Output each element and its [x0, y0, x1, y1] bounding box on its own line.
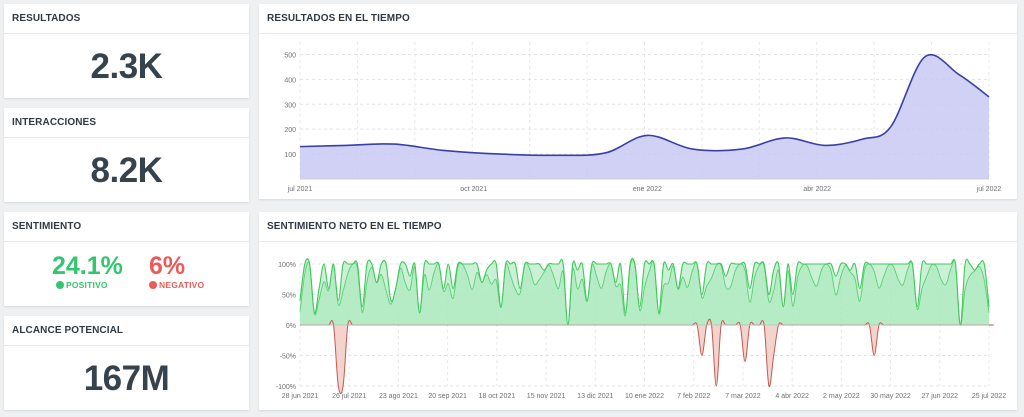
x-tick-label: jul 2022 [976, 186, 1002, 193]
x-tick-label: jul 2021 [287, 186, 313, 193]
x-tick-label: 10 ene 2022 [625, 393, 664, 400]
sentiment-negative-value: 6% [149, 252, 186, 280]
x-tick-label: 25 jul 2022 [972, 393, 1006, 400]
y-tick-label: 0% [286, 323, 296, 330]
x-tick-label: 2 may 2022 [823, 393, 860, 400]
sentiment-positive-text: POSITIVO [66, 280, 108, 290]
kpi-card-sentimiento: SENTIMIENTO 24.1% POSITIVO 6% NEGATIVO [4, 212, 249, 306]
y-tick-label: 100 [284, 152, 296, 159]
y-tick-label: 400 [284, 77, 296, 84]
y-tick-label: 300 [284, 102, 296, 109]
card-title: SENTIMIENTO [4, 212, 249, 242]
negative-area [300, 319, 994, 394]
y-tick-label: -100% [276, 384, 296, 391]
kpi-value-resultados: 2.3K [90, 47, 163, 86]
x-tick-label: 28 jun 2021 [282, 393, 319, 400]
kpi-card-alcance: ALCANCE POTENCIAL 167M [4, 316, 249, 410]
chart-card-sentimiento: SENTIMIENTO NETO EN EL TIEMPO 100% 50% 0% -… [259, 212, 1017, 410]
series-area [300, 54, 989, 179]
chart-title: SENTIMIENTO NETO EN EL TIEMPO [259, 212, 1017, 242]
chart-title: RESULTADOS EN EL TIEMPO [259, 4, 1017, 34]
x-tick-label: 23 ago 2021 [379, 393, 418, 400]
positive-line-layer [299, 259, 990, 326]
sentiment-negative-text: NEGATIVO [159, 280, 205, 290]
sentiment-positive-value: 24.1% [52, 252, 123, 280]
x-tick-label: oct 2021 [460, 186, 487, 193]
smile-face-icon [56, 281, 64, 289]
sentiment-positive-label: POSITIVO [56, 280, 108, 290]
kpi-value-alcance: 167M [83, 359, 170, 398]
y-tick-label: 500 [284, 52, 296, 59]
sentimiento-chart: 100% 50% 0% -50% -100% 28 jun 2021 26 jul 2021… [276, 257, 1006, 400]
kpi-value-interacciones: 8.2K [90, 151, 163, 190]
resultados-chart: 100 200 300 400 500 jul 2021 oct 2021 ene 2022 a… [284, 42, 1002, 193]
x-tick-label: 27 jun 2022 [921, 393, 958, 400]
card-title: INTERACCIONES [4, 108, 249, 138]
chart-card-resultados: RESULTADOS EN EL TIEMPO 100 200 300 400 500 j… [259, 4, 1017, 199]
y-tick-label: 200 [284, 127, 296, 134]
series-line [299, 54, 990, 157]
card-title: ALCANCE POTENCIAL [4, 316, 249, 346]
x-tick-label: 26 jul 2021 [332, 393, 366, 400]
x-tick-label: 15 nov 2021 [527, 393, 566, 400]
x-tick-label: 7 feb 2022 [677, 393, 710, 400]
positive-line [299, 257, 990, 326]
y-tick-label: 50% [282, 293, 296, 300]
y-tick-label: -50% [280, 354, 296, 361]
x-tick-label: 13 dic 2021 [577, 393, 613, 400]
x-tick-label: 7 mar 2022 [725, 393, 761, 400]
x-tick-label: 20 sep 2021 [428, 393, 467, 400]
sentiment-negative-label: NEGATIVO [149, 280, 204, 290]
kpi-card-resultados: RESULTADOS 2.3K [4, 4, 249, 98]
x-tick-label: 4 abr 2022 [775, 393, 809, 400]
positive-area-layer [300, 259, 989, 326]
x-tick-label: 30 may 2022 [870, 393, 911, 400]
x-tick-label: abr 2022 [803, 186, 831, 193]
card-title: RESULTADOS [4, 4, 249, 34]
negative-line [300, 318, 994, 395]
sad-face-icon [149, 281, 157, 289]
y-tick-label: 100% [278, 262, 296, 269]
x-tick-label: 18 oct 2021 [479, 393, 516, 400]
x-tick-label: ene 2022 [633, 186, 662, 193]
kpi-card-interacciones: INTERACCIONES 8.2K [4, 108, 249, 202]
